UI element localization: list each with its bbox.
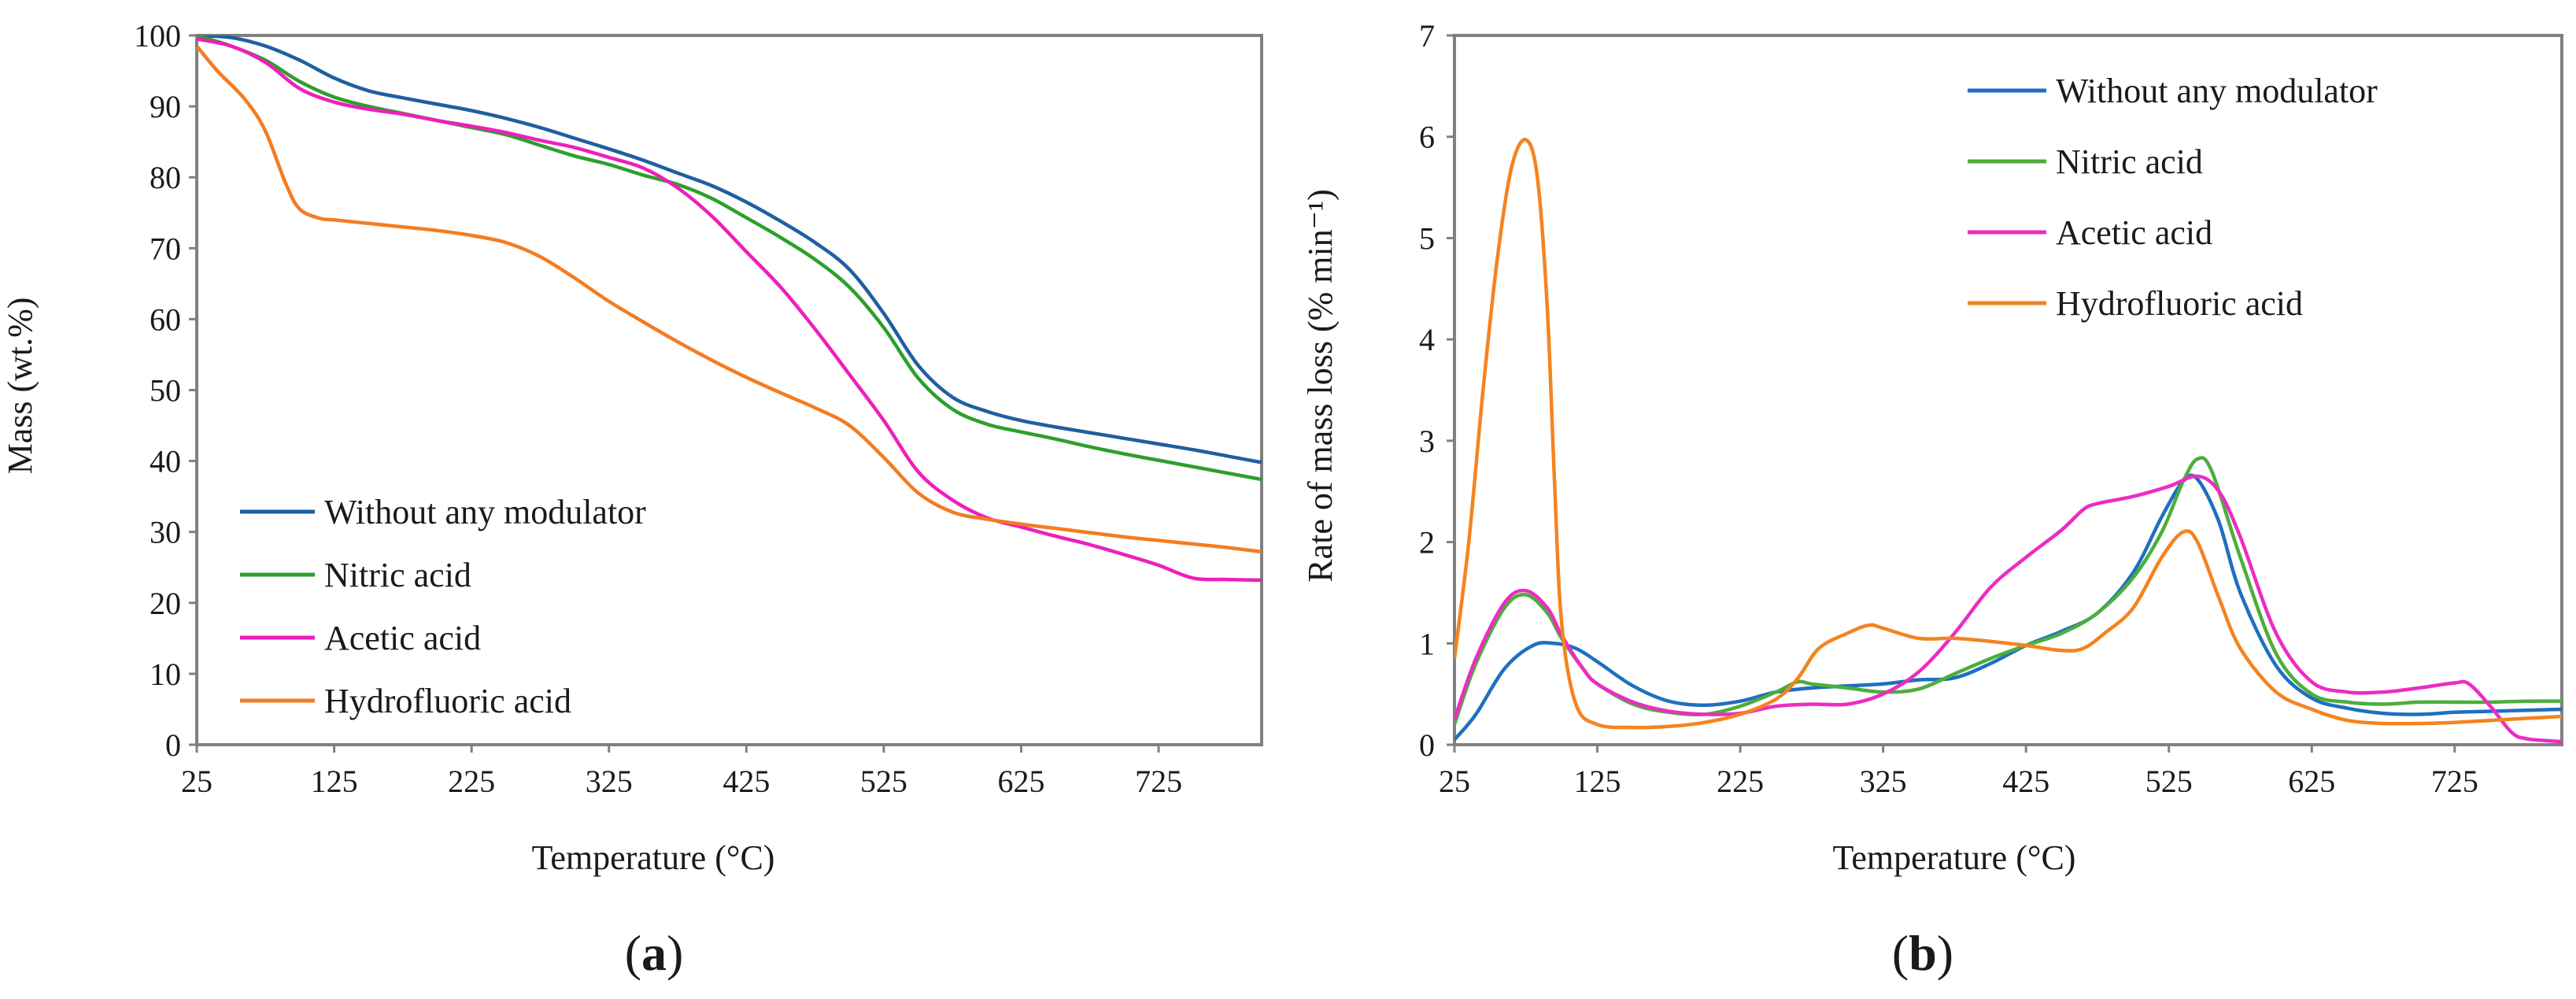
panel-a-label: (a)	[625, 925, 684, 981]
panel-a-x-tick-label: 225	[448, 764, 495, 799]
panel-b-x-tick-label: 125	[1574, 764, 1621, 799]
panel-b-y-tick-label: 5	[1419, 220, 1435, 256]
panel-a-y-tick-label: 60	[150, 302, 181, 337]
panel-b-plot-frame	[1453, 34, 2563, 746]
panel-a-y-tick-label: 50	[150, 373, 181, 409]
panel-b-y-tick-label: 1	[1419, 626, 1435, 661]
panel-b-y-tick-label: 3	[1419, 424, 1435, 459]
panel-a-legend-label-without-any-modulator: Without any modulator	[324, 493, 646, 531]
panel-a-legend-label-acetic-acid: Acetic acid	[324, 619, 481, 657]
panel-b-x-tick-label: 725	[2431, 764, 2478, 799]
panel-b-x-tick-label: 525	[2145, 764, 2193, 799]
panel-b-x-axis-label: Temperature (°C)	[1833, 838, 2076, 877]
panel-a-x-tick-label: 25	[181, 764, 213, 799]
panel-a-x-tick-label: 625	[997, 764, 1044, 799]
panel-b-legend-label-acetic-acid: Acetic acid	[2056, 213, 2212, 252]
panel-b-series-line-hydrofluoric-acid	[1454, 138, 2562, 730]
panel-a-y-tick-label: 100	[134, 18, 181, 54]
panel-a-x-axis-label: Temperature (°C)	[532, 838, 775, 877]
panel-b-series-line-nitric-acid	[1454, 456, 2562, 726]
panel-b-y-tick-label: 0	[1419, 727, 1435, 763]
panel-a-series-line-acetic-acid	[197, 37, 1262, 583]
panel-a-y-tick-label: 10	[150, 657, 181, 692]
panel-a-y-tick-label: 20	[150, 586, 181, 621]
panel-b-label: (b)	[1892, 925, 1953, 981]
panel-a-legend-label-nitric-acid: Nitric acid	[324, 556, 471, 594]
panel-a-series-line-hydrofluoric-acid	[197, 45, 1262, 554]
panel-b-y-tick-label: 6	[1419, 120, 1435, 155]
panel-b-legend-label-nitric-acid: Nitric acid	[2056, 142, 2203, 181]
panel-a-y-tick-label: 30	[150, 515, 181, 550]
panel-a-y-tick-label: 70	[150, 231, 181, 266]
panel-b-x-tick-label: 225	[1717, 764, 1764, 799]
panel-b-letter: b	[1909, 925, 1937, 981]
panel-a-y-axis-label: Mass (wt.%)	[1, 298, 39, 475]
panel-a-x-tick-label: 425	[723, 764, 770, 799]
panel-a-x-tick-label: 325	[586, 764, 633, 799]
panel-b-series-line-acetic-acid	[1454, 474, 2562, 744]
panel-a-x-tick-label: 525	[860, 764, 907, 799]
panel-b-y-tick-label: 4	[1419, 322, 1435, 357]
panel-a-x-tick-label: 725	[1135, 764, 1182, 799]
panel-a-chart: Mass (wt.%) Temperature (°C) (a) 0 10 20 30…	[1, 18, 1263, 981]
panel-a-x-tick-label: 125	[311, 764, 358, 799]
panel-b-y-axis-label: Rate of mass loss (% min⁻¹)	[1301, 189, 1340, 583]
panel-b-x-tick-label: 625	[2288, 764, 2335, 799]
panel-b-y-tick-label: 7	[1419, 18, 1435, 54]
panel-b-chart: Rate of mass loss (% min⁻¹) Temperature …	[1301, 18, 2563, 981]
panel-a-y-tick-label: 80	[150, 160, 181, 195]
panel-b-legend-label-hydrofluoric-acid: Hydrofluoric acid	[2056, 284, 2303, 323]
panel-a-legend-label-hydrofluoric-acid: Hydrofluoric acid	[324, 682, 571, 720]
panel-a-y-tick-label: 40	[150, 444, 181, 479]
panel-a-y-tick-label: 90	[150, 89, 181, 124]
panel-b-x-tick-label: 25	[1439, 764, 1470, 799]
panel-b-legend-label-without-any-modulator: Without any modulator	[2056, 72, 2378, 110]
panel-b-y-tick-label: 2	[1419, 525, 1435, 561]
panel-a-series-line-nitric-acid	[197, 35, 1262, 482]
panel-b-x-tick-label: 325	[1860, 764, 1907, 799]
panel-a-letter: a	[641, 925, 667, 981]
panel-b-x-tick-label: 425	[2002, 764, 2049, 799]
panel-a-y-tick-label: 0	[165, 727, 181, 763]
panel-a-series-line-without-any-modulator	[197, 35, 1262, 464]
